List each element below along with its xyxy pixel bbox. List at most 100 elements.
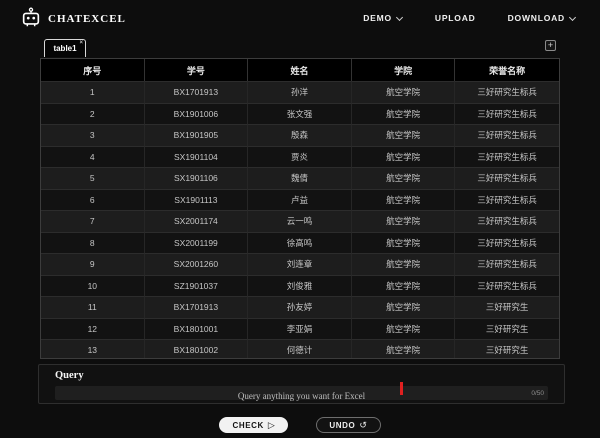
- undo-button[interactable]: UNDO ↺: [316, 417, 381, 433]
- table-cell: 航空学院: [351, 188, 456, 210]
- table-row: 6 SX1901113 卢益 航空学院 三好研究生标兵: [41, 188, 559, 211]
- table-cell: SX2001174: [144, 210, 249, 232]
- table-body: 1 BX1701913 孙洋 航空学院 三好研究生标兵 2 BX1901006 张文强 航空学院…: [41, 81, 559, 358]
- table-cell: 李亚娟: [248, 317, 352, 339]
- query-panel: Query 0/50: [38, 364, 565, 404]
- undo-button-label: UNDO: [329, 420, 356, 430]
- red-text-cursor: [400, 382, 403, 395]
- nav-demo[interactable]: DEMO: [363, 13, 403, 23]
- table-cell: BX1701913: [144, 81, 249, 103]
- tab-close-icon[interactable]: ×: [79, 40, 83, 46]
- column-header: 姓名: [248, 59, 352, 81]
- table-row: 2 BX1901006 张文强 航空学院 三好研究生标兵: [41, 102, 559, 125]
- table-cell: 航空学院: [351, 167, 456, 189]
- nav-download[interactable]: DOWNLOAD: [508, 13, 576, 23]
- table-cell: 刘连章: [248, 253, 352, 275]
- table-cell: 9: [41, 253, 145, 275]
- table-cell: 4: [41, 145, 145, 167]
- play-icon: ▷: [267, 419, 276, 430]
- table-cell: 殷森: [248, 124, 352, 146]
- table-row: 5 SX1901106 魏倩 航空学院 三好研究生标兵: [41, 167, 559, 189]
- table-cell: 卢益: [248, 188, 352, 210]
- chevron-down-icon: [396, 14, 403, 21]
- table-cell: 三好研究生标兵: [455, 253, 559, 275]
- table-cell: 航空学院: [351, 145, 456, 167]
- table-row: 4 SX1901104 贾炎 航空学院 三好研究生标兵: [41, 145, 559, 167]
- nav-download-label: DOWNLOAD: [507, 13, 565, 23]
- table-cell: BX1701913: [144, 296, 249, 318]
- table-cell: BX1801001: [144, 317, 249, 339]
- table-cell: 航空学院: [351, 274, 456, 296]
- table-cell: 三好研究生标兵: [455, 167, 559, 189]
- table-row: 9 SX2001260 刘连章 航空学院 三好研究生标兵: [41, 253, 559, 275]
- table-cell: 10: [41, 274, 145, 296]
- table-cell: 航空学院: [351, 231, 456, 253]
- table-cell: 三好研究生: [455, 339, 559, 358]
- table-cell: 6: [41, 188, 145, 210]
- table-cell: 航空学院: [351, 317, 456, 339]
- table-cell: SX2001260: [144, 253, 249, 275]
- table-cell: 8: [41, 231, 145, 253]
- table-cell: 徐高鸣: [248, 231, 352, 253]
- table-cell: 三好研究生标兵: [455, 231, 559, 254]
- table-cell: 航空学院: [351, 253, 456, 275]
- table-cell: 13: [41, 339, 145, 358]
- table-cell: 航空学院: [351, 296, 456, 318]
- table-cell: 航空学院: [351, 339, 456, 358]
- top-nav: DEMO UPLOAD DOWNLOAD: [363, 13, 576, 23]
- table-cell: SX2001199: [144, 231, 249, 253]
- column-header: 学号: [145, 59, 249, 81]
- table-cell: 魏倩: [248, 167, 352, 189]
- table-row: 1 BX1701913 孙洋 航空学院 三好研究生标兵: [41, 81, 559, 103]
- check-button-label: CHECK: [232, 420, 264, 430]
- table-row: 8 SX2001199 徐高鸣 航空学院 三好研究生标兵: [41, 231, 559, 254]
- table-cell: 2: [41, 102, 145, 124]
- table-cell: 1: [41, 81, 145, 103]
- table-row: 12 BX1801001 李亚娟 航空学院 三好研究生: [41, 317, 559, 340]
- table-cell: 孙洋: [248, 81, 352, 103]
- table-cell: 三好研究生标兵: [455, 102, 559, 125]
- table-cell: 航空学院: [351, 210, 456, 232]
- table-cell: 三好研究生: [455, 317, 559, 340]
- char-counter: 0/50: [531, 390, 544, 397]
- table-cell: 5: [41, 167, 145, 189]
- check-button[interactable]: CHECK ▷: [219, 417, 289, 433]
- table-cell: 三好研究生标兵: [455, 274, 559, 297]
- nav-demo-label: DEMO: [363, 13, 392, 23]
- table-cell: 航空学院: [351, 124, 456, 146]
- nav-upload-label: UPLOAD: [434, 13, 476, 23]
- table-row: 11 BX1701913 孙友婷 航空学院 三好研究生: [41, 296, 559, 318]
- chevron-down-icon: [569, 14, 576, 21]
- table-cell: 三好研究生标兵: [455, 210, 559, 232]
- table-row: 7 SX2001174 云一鸣 航空学院 三好研究生标兵: [41, 210, 559, 232]
- query-title: Query: [55, 370, 84, 381]
- table-cell: 三好研究生标兵: [455, 188, 559, 211]
- table-cell: 何德计: [248, 339, 352, 358]
- action-bar: CHECK ▷ UNDO ↺: [0, 417, 600, 433]
- top-bar: ChatExcel DEMO UPLOAD DOWNLOAD: [0, 0, 600, 36]
- add-table-button[interactable]: +: [545, 40, 556, 51]
- table-cell: SX1901113: [144, 188, 249, 210]
- table-cell: BX1901006: [144, 102, 249, 124]
- table-cell: 航空学院: [351, 102, 456, 124]
- data-table: 序号 学号 姓名 学院 荣誉名称 1 BX1701913 孙洋 航空学院 三好研究生标兵 2 BX1…: [40, 58, 560, 359]
- table-cell: 云一鸣: [248, 210, 352, 232]
- table-cell: 三好研究生: [455, 296, 559, 318]
- table-cell: 孙友婷: [248, 296, 352, 318]
- column-header: 学院: [352, 59, 456, 81]
- table-cell: 刘俊雅: [248, 274, 352, 296]
- logo[interactable]: ChatExcel: [20, 7, 126, 29]
- table-cell: 航空学院: [351, 81, 456, 103]
- column-header: 荣誉名称: [489, 65, 526, 76]
- table-cell: 11: [41, 296, 145, 318]
- table-cell: BX1901905: [144, 124, 249, 146]
- nav-upload[interactable]: UPLOAD: [435, 13, 476, 23]
- logo-text: ChatExcel: [48, 9, 126, 26]
- tab-table1[interactable]: table1 ×: [44, 39, 86, 57]
- undo-arrow-icon: ↺: [359, 419, 368, 430]
- table-cell: 贾炎: [248, 145, 352, 167]
- table-cell: SZ1901037: [144, 274, 249, 296]
- query-input[interactable]: [55, 389, 548, 403]
- table-cell: 三好研究生标兵: [455, 81, 559, 103]
